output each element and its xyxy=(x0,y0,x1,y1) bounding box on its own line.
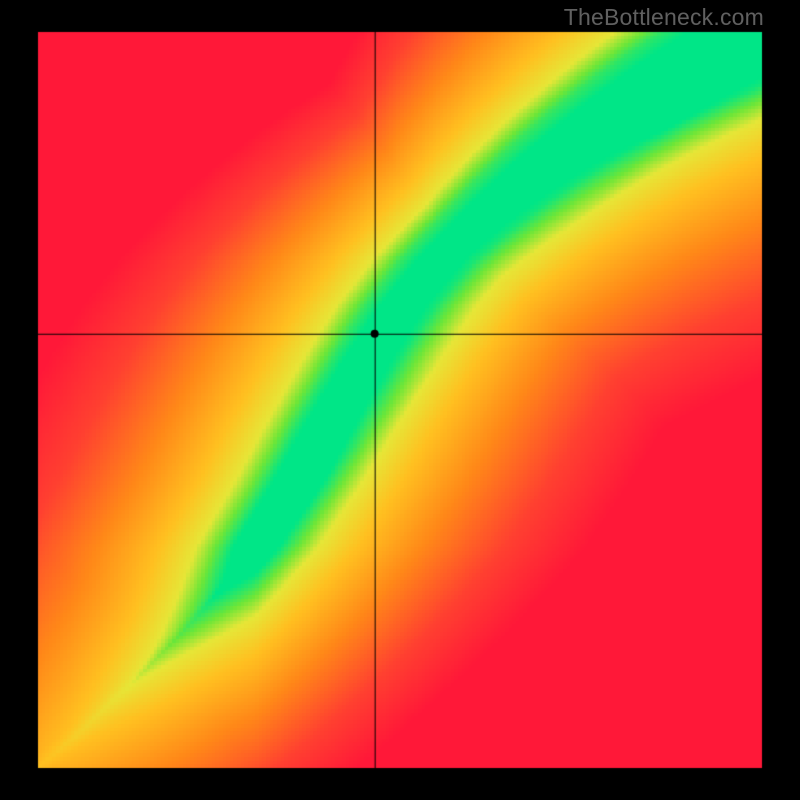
chart-container: TheBottleneck.com xyxy=(0,0,800,800)
bottleneck-heatmap xyxy=(0,0,800,800)
watermark-text: TheBottleneck.com xyxy=(564,4,764,31)
